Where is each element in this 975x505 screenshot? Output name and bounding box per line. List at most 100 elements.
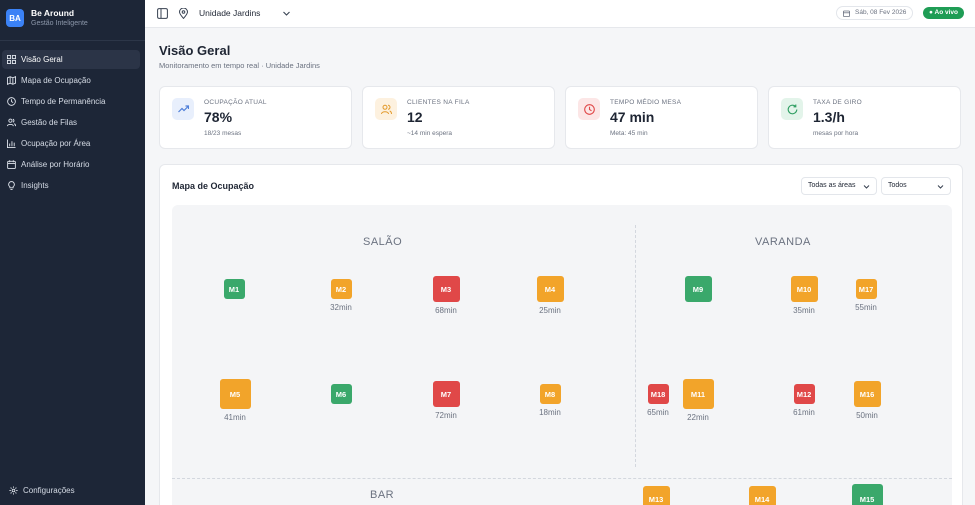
refresh-icon: [781, 98, 803, 120]
table-time: 22min: [687, 413, 709, 422]
unit-selector[interactable]: Unidade Jardins: [199, 8, 261, 18]
users-icon: [375, 98, 397, 120]
brand-logo: BA: [6, 9, 24, 27]
kpi-value: 1.3/h: [813, 109, 845, 125]
clock-icon: [6, 97, 16, 107]
table-label: M9: [684, 276, 712, 302]
area-label-bar: BAR: [370, 489, 395, 501]
kpi-card-fila: CLIENTES NA FILA 12 ~14 min espera: [362, 86, 555, 149]
kpi-note: mesas por hora: [813, 130, 859, 137]
table-time: 72min: [435, 411, 457, 420]
map-icon: [6, 76, 16, 86]
table-label: M8: [539, 384, 561, 404]
kpi-card-taxa-giro: TAXA DE GIRO 1.3/h mesas por hora: [768, 86, 961, 149]
settings-button[interactable]: Configurações: [8, 485, 75, 495]
table-label: M4: [536, 276, 564, 302]
calendar-icon: [843, 10, 850, 17]
table-label: M6: [330, 384, 352, 404]
table-label: M14: [748, 486, 776, 505]
table-m11[interactable]: M11 22min: [676, 379, 720, 422]
table-m15[interactable]: M15: [850, 484, 884, 505]
table-m8[interactable]: M8 18min: [528, 384, 572, 417]
table-label: M10: [790, 276, 818, 302]
sidebar-item-visao-geral[interactable]: Visão Geral: [2, 50, 140, 69]
topbar: Unidade Jardins Sáb, 08 Fev 2026 ● Ao vi…: [145, 0, 975, 28]
sidebar-item-tempo-permanencia[interactable]: Tempo de Permanência: [2, 92, 140, 111]
area-label-varanda: VARANDA: [755, 236, 811, 248]
lightbulb-icon: [6, 181, 16, 191]
sidebar-item-label: Gestão de Filas: [21, 118, 78, 127]
current-date: Sáb, 08 Fev 2026: [855, 9, 907, 16]
chevron-down-icon[interactable]: [282, 9, 291, 18]
kpi-label: OCUPAÇÃO ATUAL: [204, 99, 267, 106]
table-m13[interactable]: M13: [641, 486, 671, 505]
location-pin-icon: [178, 8, 189, 19]
sidebar-item-insights[interactable]: Insights: [2, 176, 140, 195]
table-label: M17: [855, 279, 877, 299]
kpi-label: TEMPO MÉDIO MESA: [610, 99, 682, 106]
table-m12[interactable]: M12 61min: [782, 384, 826, 417]
table-label: M12: [793, 384, 815, 404]
sidebar-item-gestao-filas[interactable]: Gestão de Filas: [2, 113, 140, 132]
table-label: M16: [853, 381, 881, 407]
table-m5[interactable]: M5 41min: [213, 379, 257, 422]
table-time: 25min: [539, 306, 561, 315]
brand[interactable]: BA Be Around Gestão Inteligente: [6, 9, 88, 27]
status-filter-value: Todos: [888, 182, 907, 189]
table-label: M13: [642, 486, 670, 505]
date-chip: Sáb, 08 Fev 2026: [836, 6, 914, 20]
table-m18[interactable]: M18 65min: [643, 384, 673, 417]
table-m16[interactable]: M16 50min: [845, 381, 889, 420]
area-label-salao: SALÃO: [363, 236, 403, 248]
status-filter-select[interactable]: Todos: [881, 177, 951, 195]
trending-up-icon: [172, 98, 194, 120]
table-label: M2: [330, 279, 352, 299]
table-m17[interactable]: M17 55min: [844, 279, 888, 312]
table-time: 50min: [856, 411, 878, 420]
sidebar-item-label: Insights: [21, 181, 49, 190]
brand-subtitle: Gestão Inteligente: [31, 19, 88, 27]
kpi-label: TAXA DE GIRO: [813, 99, 862, 106]
sidebar-item-label: Análise por Horário: [21, 160, 90, 169]
map-title: Mapa de Ocupação: [172, 181, 255, 191]
table-label: M5: [219, 379, 251, 409]
users-icon: [6, 118, 16, 128]
area-divider: [635, 225, 636, 467]
settings-label: Configurações: [23, 485, 75, 495]
sidebar-item-label: Visão Geral: [21, 55, 63, 64]
table-label: M7: [432, 381, 460, 407]
table-time: 68min: [435, 306, 457, 315]
sidebar-toggle-icon[interactable]: [157, 8, 168, 19]
table-m6[interactable]: M6: [329, 384, 353, 404]
kpi-value: 78%: [204, 109, 233, 125]
table-m10[interactable]: M10 35min: [782, 276, 826, 315]
floor-plan: SALÃO VARANDA BAR M1 M2 32min M3 68min M4 2…: [172, 205, 952, 505]
table-m9[interactable]: M9: [683, 276, 713, 302]
page-subtitle: Monitoramento em tempo real · Unidade Ja…: [159, 61, 320, 70]
sidebar-item-ocupacao-area[interactable]: Ocupação por Área: [2, 134, 140, 153]
table-m14[interactable]: M14: [747, 486, 777, 505]
brand-name: Be Around: [31, 8, 75, 19]
table-m4[interactable]: M4 25min: [528, 276, 572, 315]
table-time: 65min: [647, 408, 669, 417]
kpi-note: Meta: 45 min: [610, 130, 648, 137]
table-time: 18min: [539, 408, 561, 417]
occupancy-map-panel: Mapa de Ocupação Todas as áreas Todos SA…: [159, 164, 963, 505]
table-time: 41min: [224, 413, 246, 422]
sidebar-item-analise-horario[interactable]: Análise por Horário: [2, 155, 140, 174]
table-m3[interactable]: M3 68min: [424, 276, 468, 315]
table-time: 55min: [855, 303, 877, 312]
chevron-down-icon: [937, 185, 944, 189]
sidebar-divider: [0, 40, 145, 41]
area-filter-value: Todas as áreas: [808, 182, 856, 189]
table-m2[interactable]: M2 32min: [318, 279, 364, 312]
kpi-card-ocupacao: OCUPAÇÃO ATUAL 78% 18/23 mesas: [159, 86, 352, 149]
sidebar-item-mapa-ocupacao[interactable]: Mapa de Ocupação: [2, 71, 140, 90]
table-m7[interactable]: M7 72min: [424, 381, 468, 420]
kpi-note: ~14 min espera: [407, 130, 452, 137]
area-filter-select[interactable]: Todas as áreas: [801, 177, 877, 195]
clock-icon: [578, 98, 600, 120]
table-m1[interactable]: M1: [222, 279, 246, 299]
bar-chart-icon: [6, 139, 16, 149]
sidebar-item-label: Ocupação por Área: [21, 139, 91, 148]
